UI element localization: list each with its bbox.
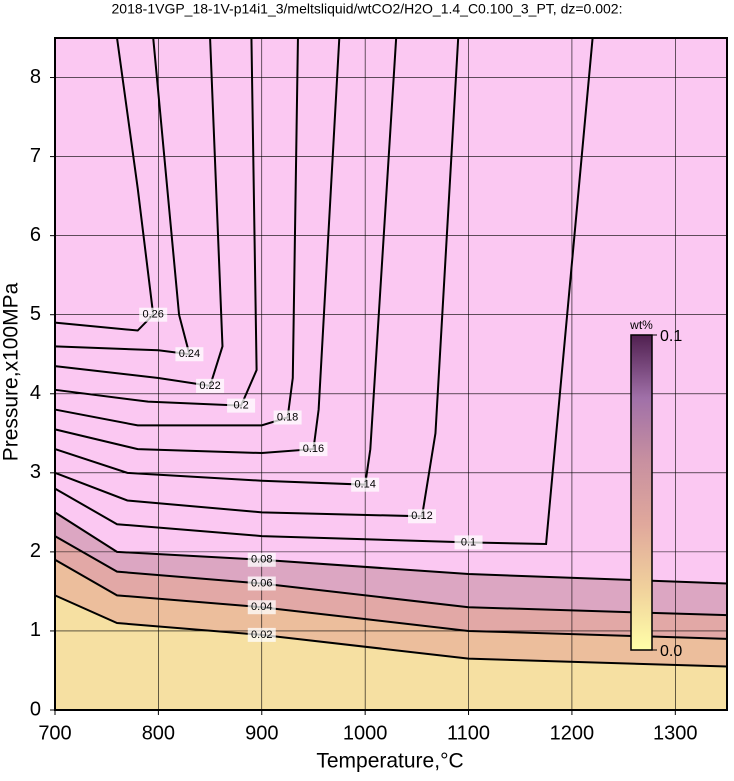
contour-label: 0.18 (277, 411, 298, 423)
y-tick-label: 5 (30, 303, 41, 325)
colorbar (630, 334, 653, 651)
y-tick-label: 7 (30, 145, 41, 167)
contour-label-bg (454, 535, 483, 550)
contour-label: 0.16 (303, 443, 324, 455)
contour-line (54, 37, 594, 545)
contour-label-bg (175, 347, 204, 362)
y-tick-label: 2 (30, 540, 41, 562)
y-tick-label: 3 (30, 461, 41, 483)
y-tick-label: 0 (30, 698, 41, 720)
plot-frame (54, 37, 728, 711)
contour-label-bg (351, 477, 380, 492)
contour-label-bg (247, 576, 276, 591)
contour-label: 0.1 (461, 536, 476, 548)
y-tick-label: 8 (30, 66, 41, 88)
contour-line (54, 37, 460, 518)
contour-label-bg (408, 509, 437, 524)
x-tick-label: 700 (38, 722, 71, 744)
colorbar-label: wt% (629, 318, 653, 332)
contour-label-bg (247, 552, 276, 567)
contour-label-bg (139, 307, 168, 322)
x-tick-label: 1000 (343, 722, 388, 744)
contour-label: 0.26 (143, 309, 164, 321)
contour-label: 0.08 (251, 554, 272, 566)
contour-label-bg (299, 442, 328, 457)
contour-label: 0.22 (199, 380, 220, 392)
contour-label-bg (247, 600, 276, 615)
y-tick-label: 6 (30, 224, 41, 246)
chart-title: 2018-1VGP_18-1V-p14i1_3/meltsliquid/wtCO… (112, 1, 623, 17)
x-tick-label: 1300 (653, 722, 698, 744)
contour-label-bg (273, 410, 302, 425)
contour-label: 0.02 (251, 629, 272, 641)
contour-label: 0.14 (354, 479, 375, 491)
contour-fill (55, 595, 727, 710)
y-axis-label: Pressure,x100MPa (0, 282, 23, 461)
x-tick-label: 1100 (447, 722, 490, 744)
contour-label: 0.2 (233, 400, 248, 412)
contour-label-bg (227, 398, 256, 413)
contour-label-bg (247, 627, 276, 642)
x-tick-label: 1200 (550, 722, 595, 744)
contour-line (54, 37, 341, 455)
colorbar-tick-label: 0.1 (660, 328, 682, 345)
contour-label-bg (196, 378, 225, 393)
contour-label: 0.04 (251, 601, 272, 613)
x-axis-label: Temperature,°C (316, 750, 463, 773)
x-tick-label: 900 (245, 722, 278, 744)
colorbar-tick-label: 0.0 (660, 643, 682, 660)
contour-label: 0.06 (251, 577, 272, 589)
contour-label: 0.24 (179, 348, 200, 360)
y-tick-label: 4 (30, 382, 41, 404)
y-tick-label: 1 (30, 619, 41, 641)
contour-label: 0.12 (411, 510, 432, 522)
contour-line (54, 37, 398, 486)
x-tick-label: 800 (142, 722, 175, 744)
